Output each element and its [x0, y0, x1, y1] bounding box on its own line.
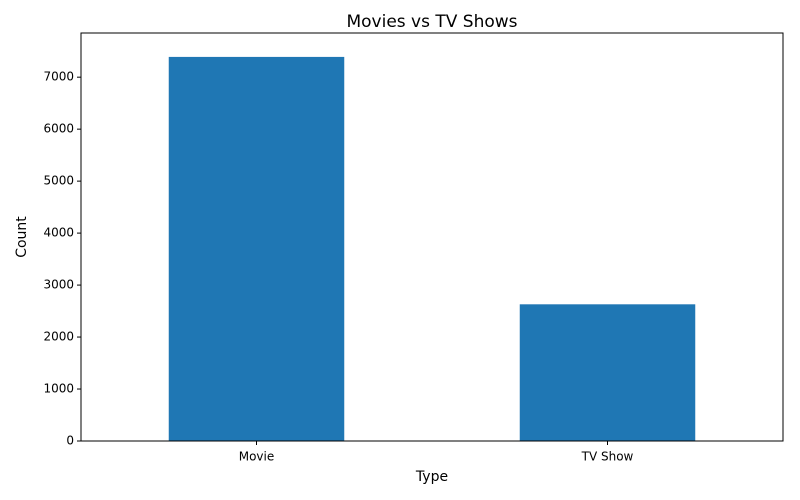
y-tick-label: 1000 — [43, 382, 74, 396]
y-axis-label: Count — [14, 216, 30, 258]
bar — [168, 56, 345, 442]
x-tick-label: Movie — [239, 450, 275, 464]
y-tick-label: 5000 — [43, 174, 74, 188]
x-axis-label: Type — [415, 469, 448, 485]
y-tick-label: 0 — [66, 434, 74, 448]
x-tick-label: TV Show — [581, 450, 634, 464]
y-tick-label: 4000 — [43, 226, 74, 240]
y-tick-label: 3000 — [43, 278, 74, 292]
y-tick-label: 2000 — [43, 330, 74, 344]
y-tick-label: 7000 — [43, 70, 74, 84]
chart-title: Movies vs TV Shows — [346, 12, 517, 32]
bar — [519, 304, 696, 441]
y-tick-label: 6000 — [43, 122, 74, 136]
plot-frame — [80, 32, 784, 442]
